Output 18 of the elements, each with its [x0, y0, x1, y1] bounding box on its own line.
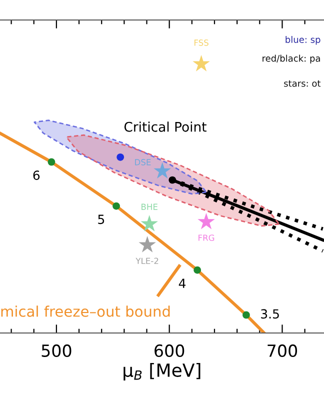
- text: blue: sp: [286, 36, 320, 45]
- annotation: stars: ot: [284, 80, 321, 87]
- x-tick-label: 500: [42, 344, 72, 358]
- series-label: FRG: [198, 234, 214, 241]
- x-axis-title: μ$_{B}$ [MeV]: [124, 363, 200, 380]
- annotation: 3.5: [261, 309, 279, 319]
- annotation: 6: [33, 170, 40, 180]
- x-tick-label: 700: [268, 344, 298, 358]
- annotation: 5: [98, 214, 104, 224]
- annotation: mical freeze–out bound: [1, 306, 170, 317]
- x-tick-label: 600: [154, 344, 184, 358]
- text: red/black: pa: [262, 54, 320, 64]
- series-label: YLE-2: [136, 258, 158, 264]
- series-label: FSS: [194, 40, 208, 46]
- annotation: Critical Point: [124, 122, 206, 132]
- annotation: 4: [178, 278, 186, 288]
- series-label: DSE: [135, 159, 151, 166]
- series-label: BHE: [142, 204, 158, 210]
